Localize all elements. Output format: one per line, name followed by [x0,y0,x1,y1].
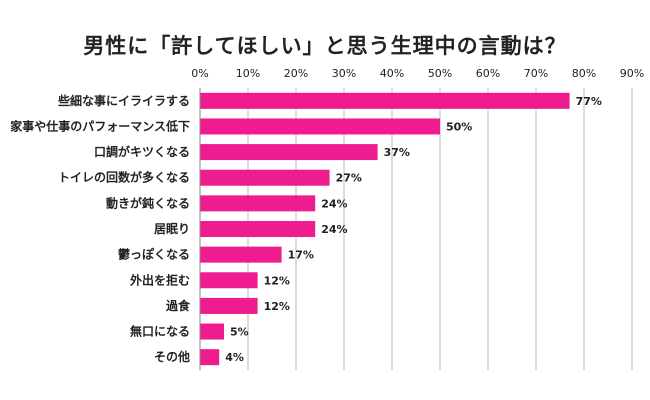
bar [200,92,570,109]
category-label: 鬱っぽくなる [118,247,190,262]
bar [200,195,316,212]
x-tick-label: 0% [191,67,208,80]
category-labels: 些細な事にイライラする家事や仕事のパフォーマンス低下口調がキツくなるトイレの回数… [10,93,191,364]
bar [200,169,330,186]
x-tick-label: 90% [620,67,644,80]
bar [200,246,282,263]
value-labels: 77% 50% 37% 27% 24% 24% 17% 12% 12% 5% 4% [225,95,602,364]
x-tick-label: 60% [476,67,500,80]
value-label: 27% [336,172,362,185]
x-tick-label: 70% [524,67,548,80]
x-tick-label: 80% [572,67,596,80]
value-label: 24% [321,223,347,236]
value-label: 50% [446,120,472,133]
bar [200,323,224,340]
value-label: 77% [576,95,602,108]
bar [200,297,258,314]
category-label: 口調がキツくなる [94,144,190,159]
bar [200,272,258,289]
bars [200,92,570,366]
bar [200,221,316,237]
value-label: 12% [264,274,290,287]
category-label: トイレの回数が多くなる [58,170,190,185]
x-axis-ticks: 0% 10% 20% 30% 40% 50% 60% 70% 80% 90% [191,67,644,80]
x-tick-label: 10% [236,67,260,80]
x-tick-label: 50% [428,67,452,80]
x-tick-label: 20% [284,67,308,80]
category-label: 無口になる [130,324,190,339]
x-tick-label: 40% [380,67,404,80]
category-label: 動きが鈍くなる [106,195,190,210]
category-label: 居眠り [154,222,190,236]
bar [200,118,440,135]
value-label: 5% [230,326,249,339]
value-label: 4% [225,351,244,364]
x-tick-label: 30% [332,67,356,80]
bar [200,144,378,161]
category-label: 過食 [165,298,191,313]
bar [200,349,220,366]
value-label: 17% [288,249,314,262]
category-label: その他 [154,349,190,364]
value-label: 37% [384,146,410,159]
value-label: 24% [321,197,347,210]
chart-title: 男性に「許してほしい」と思う生理中の言動は？ [83,34,567,58]
category-label: 家事や仕事のパフォーマンス低下 [10,118,190,133]
category-label: 外出を拒む [130,272,190,287]
category-label: 些細な事にイライラする [58,93,190,108]
value-label: 12% [264,300,290,313]
